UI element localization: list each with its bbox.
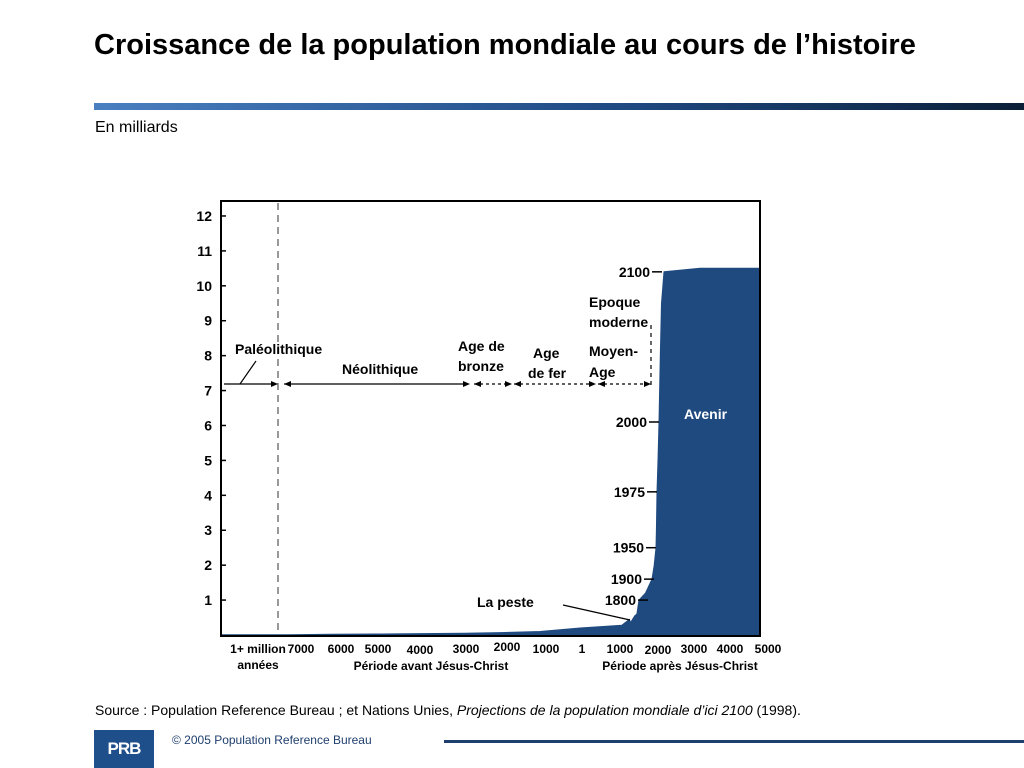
year-marker-label: 1975 (614, 484, 645, 500)
x-tick-label: 1000 (533, 642, 560, 656)
y-tick-label: 10 (196, 278, 212, 294)
x-tick-label: 2000 (645, 643, 672, 657)
y-tick-label: 4 (204, 487, 212, 503)
year-marker-label: 2000 (616, 414, 647, 430)
x-tick-label: 4000 (407, 643, 434, 657)
source-note: Source : Population Reference Bureau ; e… (95, 702, 801, 718)
annotation-paleolithic: Paléolithique (235, 341, 322, 357)
plot-frame (220, 200, 761, 637)
y-tick-label: 9 (204, 313, 212, 329)
y-tick-label: 11 (197, 243, 212, 259)
annotation-iron-1: Age (533, 345, 560, 361)
annotation-middle-ages-1: Moyen- (589, 343, 638, 359)
y-tick-label: 3 (204, 522, 212, 538)
source-title: Projections de la population mondiale d’… (456, 702, 753, 718)
slide-subtitle: En milliards (95, 119, 178, 136)
year-marker-label: 1900 (611, 571, 642, 587)
x-tick-label: 3000 (681, 642, 708, 656)
y-tick-label: 6 (204, 417, 212, 433)
x-tick-label: 5000 (755, 642, 782, 656)
x-tick-label: 6000 (328, 642, 355, 656)
annotation-iron-2: de fer (528, 365, 567, 381)
year-marker-label: 1950 (613, 540, 644, 556)
population-area (221, 267, 760, 636)
y-tick-label: 2 (204, 557, 212, 573)
annotation-bronze-1: Age de (458, 338, 505, 354)
y-tick-label: 1 (204, 592, 212, 608)
era-arrows (224, 360, 648, 621)
y-tick-label: 8 (204, 348, 212, 364)
annotation-modern-2: moderne (589, 314, 648, 330)
x-tick-label: 7000 (288, 642, 315, 656)
annotation-bronze-2: bronze (458, 358, 504, 374)
era-arrowheads (271, 381, 651, 387)
annotation-middle-ages-2: Age (589, 364, 616, 380)
title-rule (94, 103, 1024, 110)
y-tick-label: 12 (196, 208, 212, 224)
source-suffix: (1998). (752, 702, 801, 718)
x-group-label: Période après Jésus-Christ (602, 659, 757, 673)
annotation-modern-1: Epoque (589, 294, 641, 310)
x-tick-label: 1000 (607, 642, 634, 656)
x-tick-label: 5000 (365, 642, 392, 656)
y-tick-label: 7 (204, 383, 212, 399)
y-tick-label: 5 (204, 452, 212, 468)
prb-logo: PRB (94, 730, 154, 768)
x-tick-label: 3000 (453, 642, 480, 656)
x-group-label: Période avant Jésus-Christ (354, 659, 509, 673)
annotation-neolithic: Néolithique (342, 361, 418, 377)
source-prefix: Source : Population Reference Bureau ; e… (95, 702, 457, 718)
year-markers: 2100 2000 1975 1950 1900 1800 (605, 264, 662, 608)
annotation-future: Avenir (684, 406, 728, 422)
x-tick-label: 2000 (494, 640, 521, 654)
year-marker-label: 1800 (605, 592, 636, 608)
annotation-plague: La peste (477, 594, 534, 610)
x-tick-label: 1+ million années (230, 642, 286, 672)
footer-rule (444, 740, 1024, 743)
x-tick-label: 4000 (717, 642, 744, 656)
x-tick-label: 1 (579, 642, 586, 656)
slide-title: Croissance de la population mondiale au … (94, 29, 916, 61)
copyright-text: © 2005 Population Reference Bureau (172, 733, 372, 747)
year-marker-label: 2100 (619, 264, 650, 280)
